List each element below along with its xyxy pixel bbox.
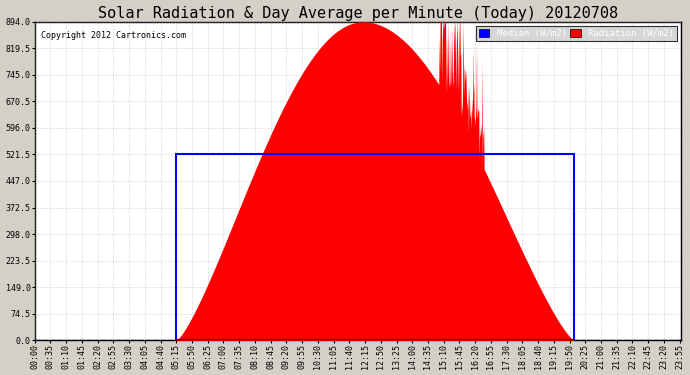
Legend: Median (W/m2), Radiation (W/m2): Median (W/m2), Radiation (W/m2) (476, 26, 677, 40)
Text: Copyright 2012 Cartronics.com: Copyright 2012 Cartronics.com (41, 31, 186, 40)
Title: Solar Radiation & Day Average per Minute (Today) 20120708: Solar Radiation & Day Average per Minute… (98, 6, 618, 21)
Bar (176, 154, 574, 340)
